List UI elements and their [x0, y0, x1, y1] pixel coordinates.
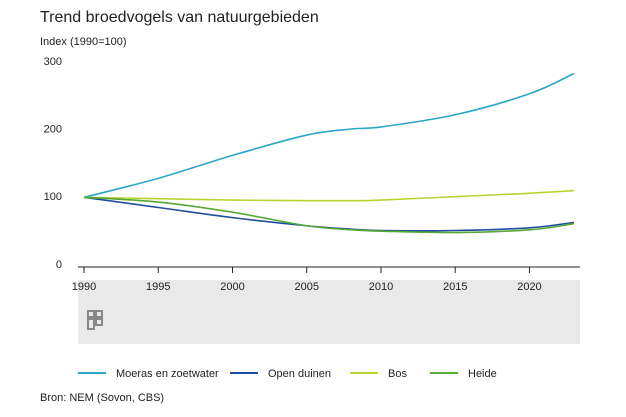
source: Bron: NEM (Sovon, CBS)	[40, 392, 164, 404]
legend-label: Heide	[468, 368, 497, 380]
chart-title: Trend broedvogels van natuurgebieden	[40, 9, 319, 26]
footer-band	[78, 280, 580, 344]
x-tick-label: 2000	[220, 281, 244, 293]
y-tick-label: 200	[44, 124, 62, 136]
y-axis-label: Index (1990=100)	[40, 36, 127, 48]
x-tick-label: 2015	[443, 281, 467, 293]
x-tick-label: 2020	[517, 281, 541, 293]
x-tick-label: 2005	[294, 281, 318, 293]
legend-label: Open duinen	[268, 368, 331, 380]
series-line	[83, 196, 575, 234]
y-tick-label: 100	[44, 191, 62, 203]
x-tick-label: 2010	[369, 281, 393, 293]
y-tick-label: 0	[56, 259, 62, 271]
series-line	[83, 189, 575, 202]
legend-label: Moeras en zoetwater	[116, 368, 219, 380]
cbs-logo	[87, 310, 103, 330]
series-line	[83, 72, 575, 199]
x-tick-label: 1990	[72, 281, 96, 293]
y-tick-label: 300	[44, 56, 62, 68]
x-tick-label: 1995	[146, 281, 170, 293]
legend-label: Bos	[388, 368, 407, 380]
